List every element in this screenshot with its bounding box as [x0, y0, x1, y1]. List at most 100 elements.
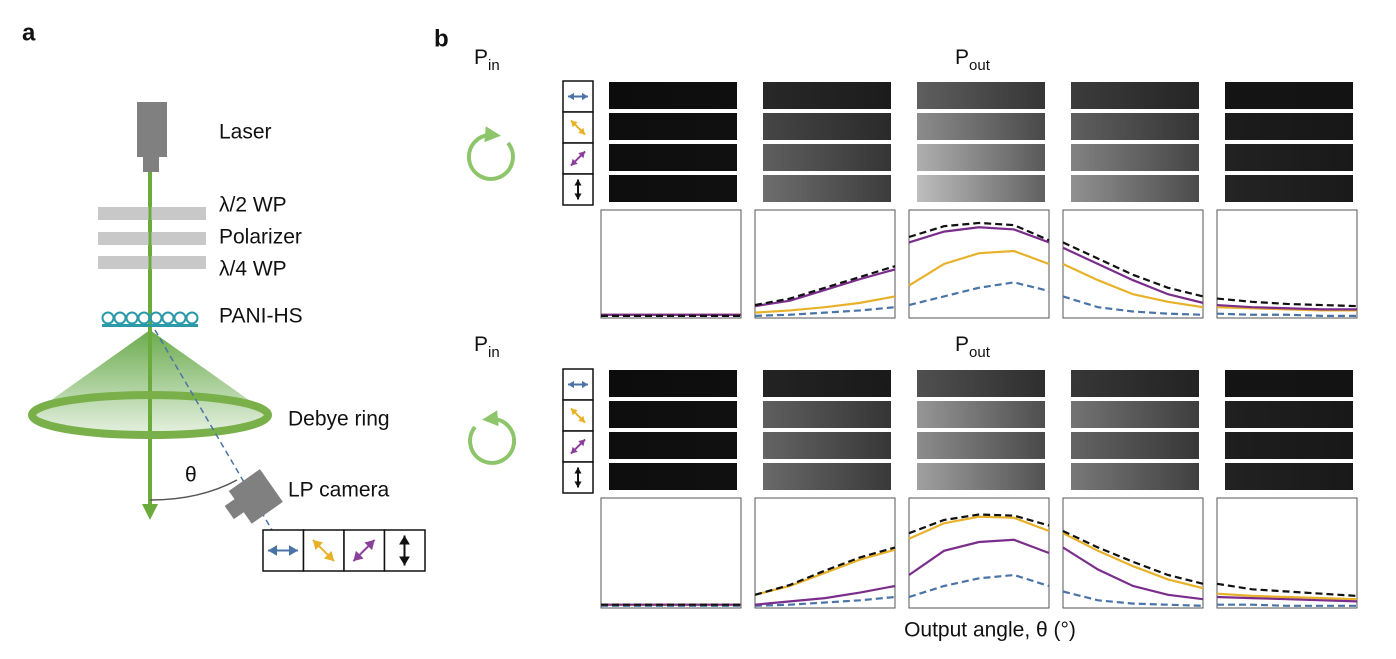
camera-image [1071, 113, 1199, 140]
label: PANI-HS [219, 305, 303, 328]
camera-image [1071, 144, 1199, 171]
curve [908, 573, 1050, 599]
curve [1216, 303, 1357, 311]
arrow-head [568, 380, 574, 389]
arrow-head [578, 127, 586, 135]
camera-image [609, 370, 737, 397]
camera-image [763, 113, 891, 140]
curve [1216, 312, 1357, 317]
laser-body [137, 102, 167, 157]
arrow-head [578, 439, 586, 447]
camera-image [1225, 432, 1353, 459]
curve [908, 249, 1050, 287]
sphere [149, 311, 163, 325]
arrow-head [578, 151, 586, 159]
sphere [101, 311, 115, 325]
camera-image [1225, 401, 1353, 428]
plot-frame [600, 209, 742, 319]
arrow-head [364, 539, 375, 551]
camera-image [1225, 144, 1353, 171]
output-label: Pout [955, 333, 991, 361]
quarter-wave-plate [98, 256, 206, 269]
curve [908, 515, 1050, 540]
label-main: P [474, 333, 488, 356]
arrow-head [399, 535, 410, 545]
legend-box [562, 461, 594, 494]
curve [908, 221, 1050, 242]
polarizer-legend [262, 529, 426, 572]
camera-image [1225, 463, 1353, 490]
arrow-head [574, 467, 582, 474]
label: λ/2 WP [219, 194, 287, 217]
plot-frame [1062, 209, 1204, 319]
camera-image [763, 370, 891, 397]
arrow-head [399, 556, 410, 566]
curve [908, 226, 1050, 244]
arrow-head [578, 415, 586, 423]
label: λ/4 WP [219, 258, 287, 281]
label-main: P [955, 46, 969, 69]
x-axis-label: Output angle, θ (°) [904, 619, 1076, 642]
sphere [173, 311, 187, 325]
sphere [125, 311, 139, 325]
sphere [161, 311, 175, 325]
label: LP camera [288, 479, 389, 502]
label-sub: in [488, 57, 500, 74]
camera-image [609, 401, 737, 428]
label-sub: out [969, 344, 991, 361]
arrow-head [570, 408, 578, 416]
curve [1062, 246, 1204, 304]
label: Laser [219, 121, 272, 144]
debye-ring [28, 391, 272, 439]
camera-image [609, 144, 737, 171]
camera-image [917, 144, 1045, 171]
curve [1216, 595, 1358, 603]
input-label: Pin [474, 333, 500, 361]
label: Polarizer [219, 226, 302, 249]
camera-image [763, 144, 891, 171]
sample [101, 311, 199, 327]
camera-image [917, 401, 1045, 428]
arrow-head [312, 539, 324, 551]
camera-image [609, 432, 737, 459]
arrow-head [353, 550, 364, 562]
camera-image [1071, 82, 1199, 109]
label-main: P [474, 46, 488, 69]
curve [754, 265, 896, 307]
sphere [185, 311, 199, 325]
camera-image [1071, 401, 1199, 428]
curve [908, 513, 1050, 535]
panel-letter: b [434, 25, 449, 52]
camera-image [917, 82, 1045, 109]
camera-image [917, 463, 1045, 490]
label-sub: out [969, 57, 991, 74]
arrow-head [574, 193, 582, 200]
curve [908, 538, 1050, 576]
camera-image [917, 370, 1045, 397]
arrow-head [574, 179, 582, 186]
arrow-head [582, 380, 588, 389]
input-label: Pin [474, 46, 500, 74]
curve [1062, 590, 1204, 607]
curve [754, 295, 896, 314]
arrow-head [570, 446, 578, 454]
camera-image [1225, 175, 1353, 202]
curve [1062, 546, 1204, 601]
camera-image [1225, 113, 1353, 140]
label-main: P [955, 333, 969, 356]
curve [754, 595, 896, 607]
laser-head [143, 157, 159, 172]
label: θ [185, 464, 197, 487]
sphere [113, 311, 127, 325]
curve [1217, 603, 1357, 607]
clockwise-arrow [467, 126, 515, 181]
curve [1216, 582, 1358, 597]
curve [754, 306, 896, 317]
angle-arc [149, 479, 238, 501]
curve [754, 546, 896, 596]
camera-image [1071, 370, 1199, 397]
camera-image [609, 175, 737, 202]
curve [1216, 297, 1358, 308]
curve [1062, 532, 1204, 590]
